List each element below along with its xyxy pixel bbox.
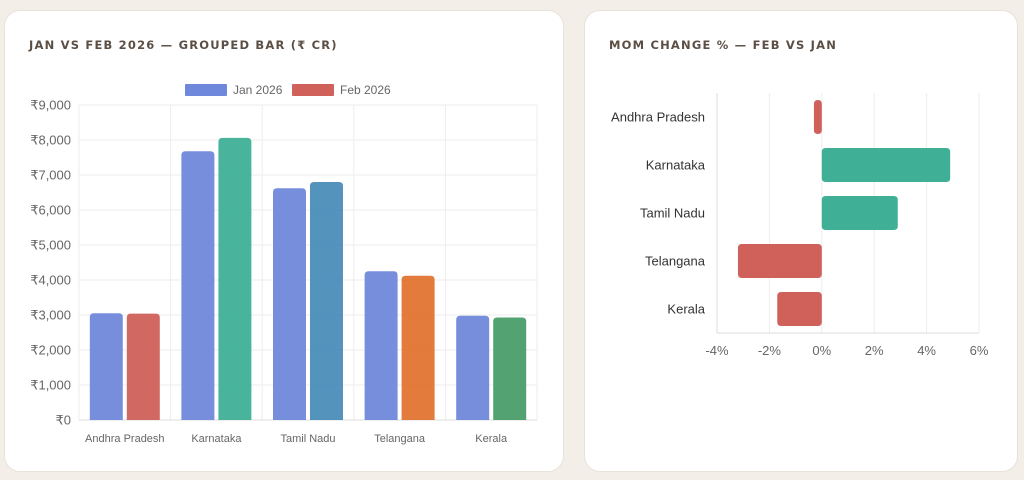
x-tick-label: 6% (970, 343, 989, 358)
x-tick-label: 4% (917, 343, 936, 358)
y-tick-label: Tamil Nadu (640, 206, 705, 221)
legend-swatch (185, 84, 227, 96)
grouped-bar-chart: ₹0 ₹1,000 ₹2,000 ₹3,000 ₹4,000 ₹5,000 ₹6,000 ₹7… (30, 83, 538, 445)
bar (813, 100, 822, 134)
x-tick-label: -2% (758, 343, 782, 358)
y-tick-label: ₹2,000 (30, 343, 71, 358)
y-tick-label: ₹1,000 (30, 378, 71, 393)
x-tick-label: 2% (865, 343, 884, 358)
mom-change-card: MOM CHANGE % — FEB VS JAN -4% -2% 0% 2% 4% 6%… (584, 10, 1018, 472)
grouped-bar-card: JAN VS FEB 2026 — GROUPED BAR (₹ CR) ₹0 ₹… (4, 10, 564, 472)
bar (493, 317, 527, 420)
y-tick-label: ₹0 (55, 413, 71, 428)
bar (364, 271, 398, 420)
y-tick-label: Telangana (645, 254, 706, 269)
bar (89, 313, 123, 420)
x-tick-label: Karnataka (191, 433, 242, 445)
legend-swatch (292, 84, 334, 96)
y-tick-label: Andhra Pradesh (611, 110, 705, 125)
bar (126, 313, 160, 420)
y-tick-label: ₹3,000 (30, 308, 71, 323)
x-tick-label: 0% (812, 343, 831, 358)
legend-label: Jan 2026 (233, 83, 283, 97)
y-tick-label: ₹4,000 (30, 273, 71, 288)
y-tick-label: Kerala (667, 302, 705, 317)
x-tick-label: Tamil Nadu (280, 433, 335, 445)
bar (737, 244, 822, 278)
legend-label: Feb 2026 (340, 83, 391, 97)
x-tick-label: -4% (705, 343, 729, 358)
bar (273, 188, 306, 420)
x-tick-label: Kerala (475, 433, 508, 445)
y-tick-label: ₹9,000 (30, 98, 71, 113)
bar (777, 292, 822, 326)
bar (401, 275, 435, 420)
bar (310, 182, 343, 420)
x-tick-label: Telangana (374, 433, 426, 445)
y-tick-label: ₹7,000 (30, 168, 71, 183)
bar (821, 148, 951, 182)
y-tick-label: ₹5,000 (30, 238, 71, 253)
mom-change-title: MOM CHANGE % — FEB VS JAN (609, 38, 838, 52)
y-tick-label: ₹6,000 (30, 203, 71, 218)
y-tick-label: Karnataka (646, 158, 706, 173)
bar (821, 196, 898, 230)
y-tick-label: ₹8,000 (30, 133, 71, 148)
bar (181, 151, 215, 420)
mom-change-chart: -4% -2% 0% 2% 4% 6% Andhra Pradesh Karnataka Tam… (611, 93, 989, 358)
x-tick-label: Andhra Pradesh (85, 433, 165, 445)
grouped-bar-title: JAN VS FEB 2026 — GROUPED BAR (₹ CR) (29, 38, 338, 52)
bar (456, 315, 490, 420)
bar (218, 137, 252, 420)
